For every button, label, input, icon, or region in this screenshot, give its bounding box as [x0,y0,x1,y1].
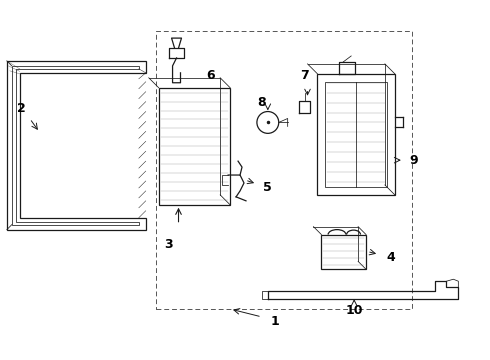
Text: 1: 1 [270,315,279,328]
Text: 7: 7 [300,69,309,82]
Text: 5: 5 [264,181,272,194]
Text: 2: 2 [17,102,26,115]
Text: 8: 8 [258,96,266,109]
Bar [321,235,366,269]
Text: 6: 6 [206,69,215,82]
Text: 9: 9 [409,154,418,167]
Bar [159,88,230,205]
Bar [325,82,387,187]
Text: 10: 10 [345,305,363,318]
Bar [156,31,412,309]
Text: 4: 4 [387,251,395,264]
Text: 3: 3 [164,238,173,251]
Bar [318,74,395,195]
